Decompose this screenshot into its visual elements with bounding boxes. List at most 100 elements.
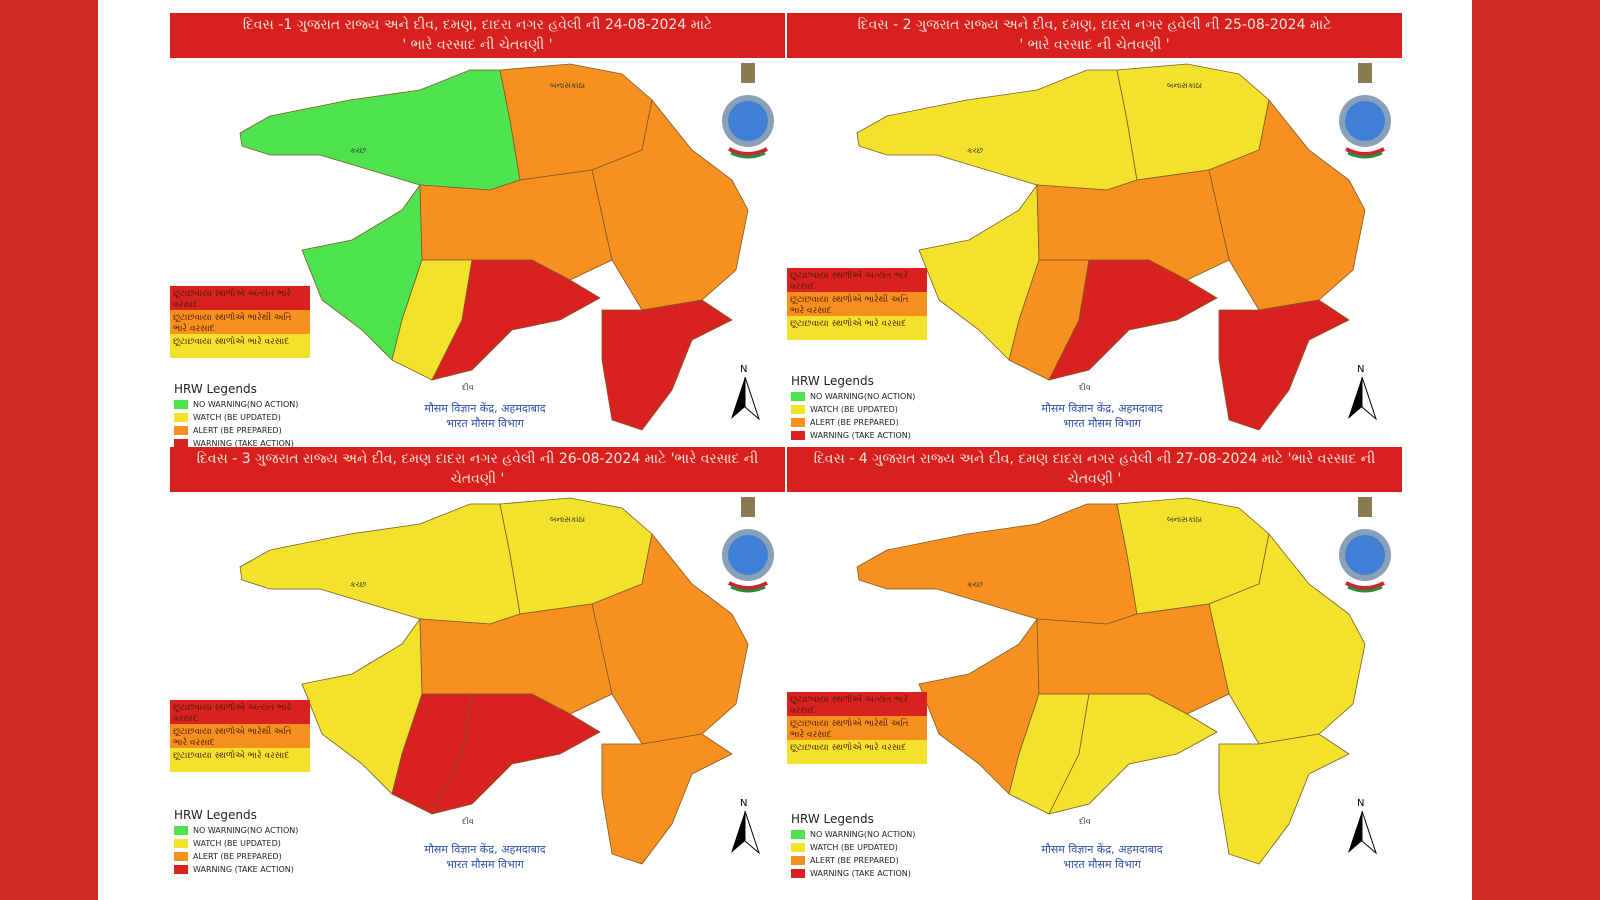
region-south [1218,299,1350,431]
gujarat-map: કચ્છ બનાસકાંઠા દીવ [239,63,749,431]
footer-line-1: मौसम विज्ञान केंद्र, अहमदाबाद [424,843,546,856]
hrw-legend-title: HRW Legends [791,812,874,826]
region-kutch [856,503,1138,625]
panel-header: દિવસ - 3 ગુજરાત રાજ્ય અને દીવ, દમણ દાદરા… [170,447,785,492]
header-line-2: ચેતવણી ' [1067,471,1122,487]
page: દિવસ -1 ગુજરાત રાજ્ય અને દીવ, દમણ, દાદરા… [98,0,1472,900]
north-arrow-icon: N [731,798,761,855]
legend-swatch [791,869,805,878]
legend-swatch [174,865,188,874]
legend-label: NO WARNING(NO ACTION) [193,400,299,409]
header-line-1: દિવસ - 4 ગુજરાત રાજ્ય અને દીવ, દમણ દાદરા… [813,451,1376,467]
legend-label: WARNING (TAKE ACTION) [810,869,911,878]
imd-footer: मौसम विज्ञान केंद्र, अहमदाबाद भारत मौसम … [1017,401,1187,431]
hrw-legend-item: WATCH (BE UPDATED) [791,403,915,416]
legend-swatch [174,439,188,448]
svg-text:N: N [740,364,747,375]
hrw-legend-item: ALERT (BE PREPARED) [174,850,298,863]
hrw-legend-title: HRW Legends [174,382,257,396]
hrw-legend-item: WARNING (TAKE ACTION) [174,437,298,450]
district-label-kutch: કચ્છ [350,146,366,155]
legend-swatch [791,392,805,401]
region-sauSE [431,259,601,381]
header-line-1: દિવસ -1 ગુજરાત રાજ્ય અને દીવ, દમણ, દાદરા… [242,17,713,33]
footer-line-1: मौसम विज्ञान केंद्र, अहमदाबाद [1041,402,1163,415]
rain-legend-very-heavy: છૂટાછવાયા સ્થળોએ ભારેથી અતિ ભારે વરસાદ [787,292,927,316]
region-kutch [239,69,521,191]
hrw-legend-item: WATCH (BE UPDATED) [174,837,298,850]
warning-map-day-4: દિવસ - 4 ગુજરાત રાજ્ય અને દીવ, દમણ દાદરા… [787,447,1402,879]
region-sauSE [1048,693,1218,815]
header-line-1: દિવસ - 2 ગુજરાત રાજ્ય અને દીવ, દમણ, દાદર… [857,17,1332,33]
header-line-2: ' ભારે વરસાદ ની ચેતવણી ' [402,37,553,53]
legend-label: WARNING (TAKE ACTION) [193,865,294,874]
rain-legend-extreme: છૂટાછવાયા સ્થળોએ અત્યંત ભારે વરસાદ [170,286,310,310]
region-sauSE [431,693,601,815]
rain-legend-heavy: છૂટાછવાયા સ્થળોએ ભારે વરસાદ [170,748,310,772]
rain-legend-heavy: છૂટાછવાયા સ્થળોએ ભારે વરસાદ [170,334,310,358]
footer-line-2: भारत मौसम विभाग [446,858,524,871]
legend-swatch [791,843,805,852]
legend-swatch [174,826,188,835]
footer-line-1: मौसम विज्ञान केंद्र, अहमदाबाद [424,402,546,415]
legend-label: ALERT (BE PREPARED) [193,426,282,435]
hrw-legend: HRW Legends NO WARNING(NO ACTION) WATCH (… [174,808,298,876]
hrw-legend-item: NO WARNING(NO ACTION) [791,828,915,841]
rain-legend-heavy: છૂટાછવાયા સ્થળોએ ભારે વરસાદ [787,316,927,340]
imd-emblem-logo [1339,63,1391,159]
legend-swatch [174,400,188,409]
legend-swatch [174,839,188,848]
legend-swatch [174,852,188,861]
rain-legend-very-heavy: છૂટાછવાયા સ્થળોએ ભારેથી અતિ ભારે વરસાદ [787,716,927,740]
legend-swatch [174,413,188,422]
district-label-diu: દીવ [462,817,474,826]
header-line-1: દિવસ - 3 ગુજરાત રાજ્ય અને દીવ, દમણ દાદરા… [196,451,759,467]
rain-legend-very-heavy: છૂટાછવાયા સ્થળોએ ભારેથી અતિ ભારે વરસાદ [170,724,310,748]
district-label-kutch: કચ્છ [967,146,983,155]
imd-footer: मौसम विज्ञान केंद्र, अहमदाबाद भारत मौसम … [400,401,570,431]
hrw-legend: HRW Legends NO WARNING(NO ACTION) WATCH (… [791,374,915,442]
header-line-2: ' ભારે વરસાદ ની ચેતવણી ' [1019,37,1170,53]
hrw-legend-item: ALERT (BE PREPARED) [791,854,915,867]
imd-emblem-logo [1339,497,1391,593]
svg-text:N: N [1357,364,1364,375]
north-arrow-icon: N [1348,364,1378,421]
legend-label: ALERT (BE PREPARED) [193,852,282,861]
legend-swatch [791,418,805,427]
legend-label: WATCH (BE UPDATED) [810,843,898,852]
rain-legend-extreme: છૂટાછવાયા સ્થળોએ અત્યંત ભારે વરસાદ [787,692,927,716]
legend-swatch [791,431,805,440]
region-kutch [856,69,1138,191]
rainfall-legend: છૂટાછવાયા સ્થળોએ અત્યંત ભારે વરસાદ છૂટાછ… [170,700,310,772]
legend-swatch [791,405,805,414]
legend-label: NO WARNING(NO ACTION) [193,826,299,835]
imd-footer: मौसम विज्ञान केंद्र, अहमदाबाद भारत मौसम … [1017,842,1187,872]
svg-text:N: N [740,798,747,809]
legend-label: WARNING (TAKE ACTION) [810,431,911,440]
panel-header: દિવસ -1 ગુજરાત રાજ્ય અને દીવ, દમણ, દાદરા… [170,13,785,58]
district-label-kutch: કચ્છ [350,580,366,589]
gujarat-map: કચ્છ બનાસકાંઠા દીવ [856,497,1366,865]
imd-emblem-logo [722,63,774,159]
footer-line-2: भारत मौसम विभाग [1063,417,1141,430]
warning-map-day-3: દિવસ - 3 ગુજરાત રાજ્ય અને દીવ, દમણ દાદરા… [170,447,785,879]
legend-label: WATCH (BE UPDATED) [810,405,898,414]
hrw-legend-item: NO WARNING(NO ACTION) [791,390,915,403]
district-label-diu: દીવ [1079,817,1091,826]
region-south [1218,733,1350,865]
hrw-legend-item: WATCH (BE UPDATED) [174,411,298,424]
hrw-legend-item: NO WARNING(NO ACTION) [174,824,298,837]
panel-header: દિવસ - 4 ગુજરાત રાજ્ય અને દીવ, દમણ દાદરા… [787,447,1402,492]
legend-swatch [791,830,805,839]
north-arrow-icon: N [1348,798,1378,855]
hrw-legend-title: HRW Legends [791,374,874,388]
district-label-banaskantha: બનાસકાંઠા [1167,514,1202,524]
hrw-legend-item: NO WARNING(NO ACTION) [174,398,298,411]
header-line-2: ચેતવણી ' [450,471,505,487]
hrw-legend: HRW Legends NO WARNING(NO ACTION) WATCH (… [174,382,298,450]
warning-map-day-1: દિવસ -1 ગુજરાત રાજ્ય અને દીવ, દમણ, દાદરા… [170,13,785,448]
legend-swatch [791,856,805,865]
imd-emblem-logo [722,497,774,593]
imd-footer: मौसम विज्ञान केंद्र, अहमदाबाद भारत मौसम … [400,842,570,872]
legend-label: ALERT (BE PREPARED) [810,856,899,865]
